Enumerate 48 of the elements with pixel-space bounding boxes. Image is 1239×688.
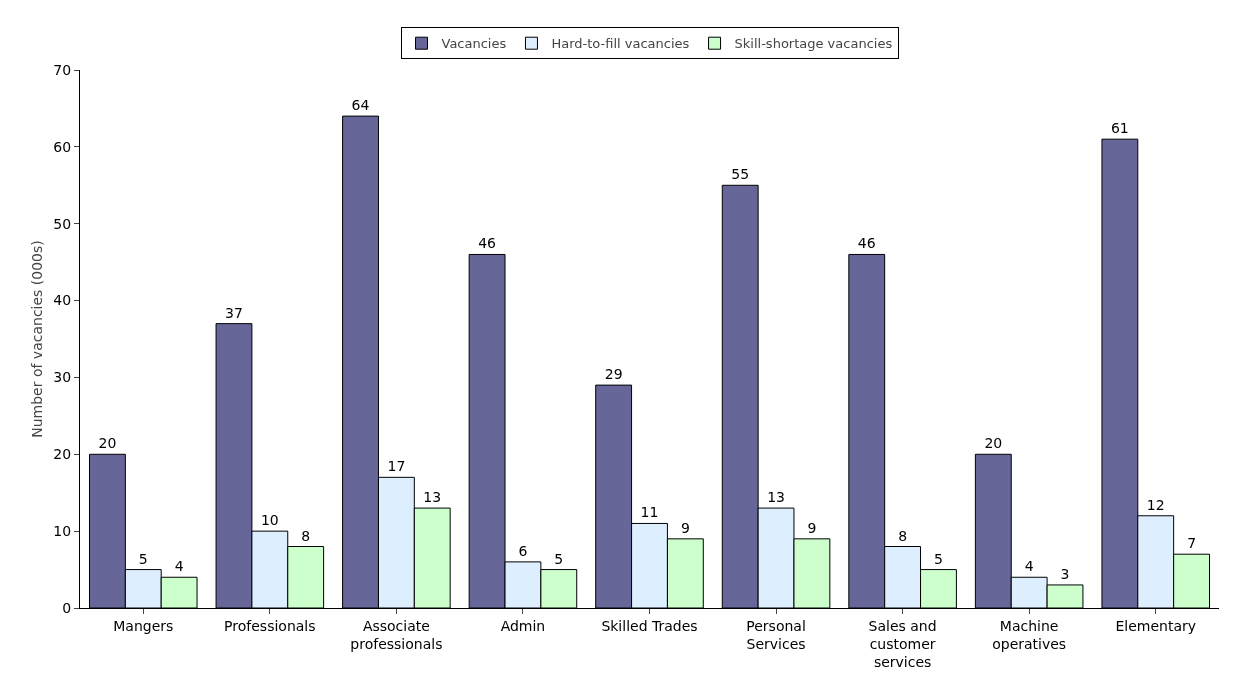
x-tick-label: Personal Services bbox=[746, 617, 806, 652]
x-tick-label: Elementary bbox=[1115, 617, 1197, 634]
x-tick-label: Professionals bbox=[224, 617, 316, 634]
legend-label: Vacancies bbox=[441, 36, 507, 52]
data-label: 55 bbox=[731, 166, 750, 183]
x-tick-label: Mangers bbox=[113, 617, 174, 634]
x-tick-label: Associate professionals bbox=[350, 617, 443, 652]
x-tick-label: Skilled Trades bbox=[601, 617, 698, 634]
y-tick-label: 50 bbox=[53, 215, 72, 232]
data-label: 9 bbox=[680, 519, 690, 536]
data-label: 20 bbox=[98, 435, 117, 452]
data-label: 9 bbox=[807, 519, 817, 536]
y-tick-label: 60 bbox=[53, 138, 72, 155]
data-label: 12 bbox=[1146, 496, 1165, 513]
data-label: 8 bbox=[898, 527, 908, 544]
y-tick-label: 10 bbox=[53, 523, 72, 540]
data-label: 29 bbox=[604, 366, 623, 383]
data-label: 5 bbox=[934, 550, 943, 567]
y-tick-label: 70 bbox=[53, 61, 72, 78]
x-tick-label: Sales and customer services bbox=[868, 617, 937, 671]
y-tick-label: 0 bbox=[62, 599, 72, 616]
data-label: 4 bbox=[1024, 558, 1034, 575]
data-label: 5 bbox=[138, 550, 148, 567]
x-tick-label: Admin bbox=[500, 617, 546, 634]
data-label: 46 bbox=[478, 235, 497, 252]
data-label: 10 bbox=[260, 512, 279, 529]
data-label: 7 bbox=[1187, 535, 1197, 552]
legend-label: Hard-to-fill vacancies bbox=[551, 36, 690, 52]
data-label: 13 bbox=[423, 489, 442, 506]
y-axis-title: Number of vacancies (000s) bbox=[29, 240, 45, 438]
y-tick-label: 40 bbox=[53, 292, 72, 309]
data-label: 17 bbox=[387, 458, 406, 475]
data-label: 3 bbox=[1060, 565, 1070, 582]
data-label: 20 bbox=[984, 435, 1003, 452]
data-label: 8 bbox=[301, 527, 311, 544]
data-label: 11 bbox=[640, 504, 659, 521]
data-label: 64 bbox=[351, 97, 370, 114]
data-label: 46 bbox=[857, 235, 876, 252]
data-label: 37 bbox=[225, 304, 243, 321]
data-label: 6 bbox=[518, 542, 528, 559]
legend-label: Skill-shortage vacancies bbox=[734, 36, 893, 52]
data-label: 13 bbox=[767, 489, 785, 506]
data-label: 4 bbox=[174, 558, 184, 575]
y-tick-label: 20 bbox=[53, 446, 72, 463]
x-tick-label: Machine operatives bbox=[992, 617, 1067, 652]
data-label: 5 bbox=[554, 550, 564, 567]
data-label: 61 bbox=[1110, 120, 1129, 137]
y-tick-label: 30 bbox=[53, 369, 72, 386]
